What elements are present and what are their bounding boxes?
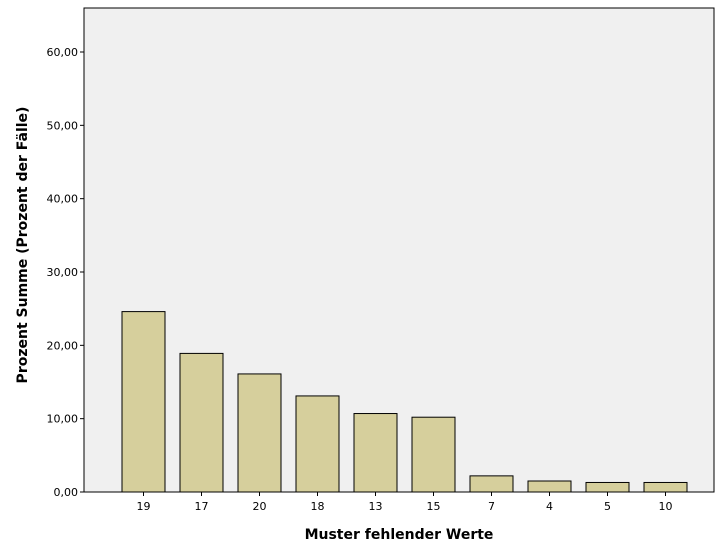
bar [179, 352, 224, 493]
y-tick-label: 0,00 [54, 486, 79, 499]
bar [585, 481, 630, 493]
x-tick-label: 20 [253, 500, 267, 513]
bar [411, 416, 456, 493]
y-tick-label: 10,00 [47, 413, 79, 426]
x-tick-label: 13 [369, 500, 383, 513]
y-tick-label: 50,00 [47, 119, 79, 132]
bar [353, 413, 398, 493]
bar [121, 311, 166, 493]
bar [295, 395, 340, 493]
x-tick-label: 10 [659, 500, 673, 513]
bar [643, 481, 688, 493]
x-tick-label: 4 [546, 500, 553, 513]
y-tick-label: 60,00 [47, 46, 79, 59]
bar [237, 373, 282, 493]
bars-group [121, 311, 688, 493]
y-tick-label: 30,00 [47, 266, 79, 279]
x-tick-label: 15 [427, 500, 441, 513]
bar [469, 475, 514, 493]
y-axis-title: Prozent Summe (Prozent der Fälle) [15, 107, 31, 384]
x-tick-label: 17 [195, 500, 209, 513]
x-axis-title: Muster fehlender Werte [305, 527, 494, 543]
bar [527, 480, 572, 493]
x-tick-label: 19 [137, 500, 151, 513]
x-tick-label: 7 [488, 500, 495, 513]
x-tick-label: 18 [311, 500, 325, 513]
y-axis: 0,00 10,00 20,00 30,00 40,00 50,00 60,00 [47, 46, 84, 499]
x-axis: 19 17 20 18 13 15 7 4 5 10 [137, 492, 673, 513]
x-tick-label: 5 [604, 500, 611, 513]
plot-area [83, 7, 715, 493]
y-tick-label: 40,00 [47, 193, 79, 206]
y-tick-label: 20,00 [47, 339, 79, 352]
